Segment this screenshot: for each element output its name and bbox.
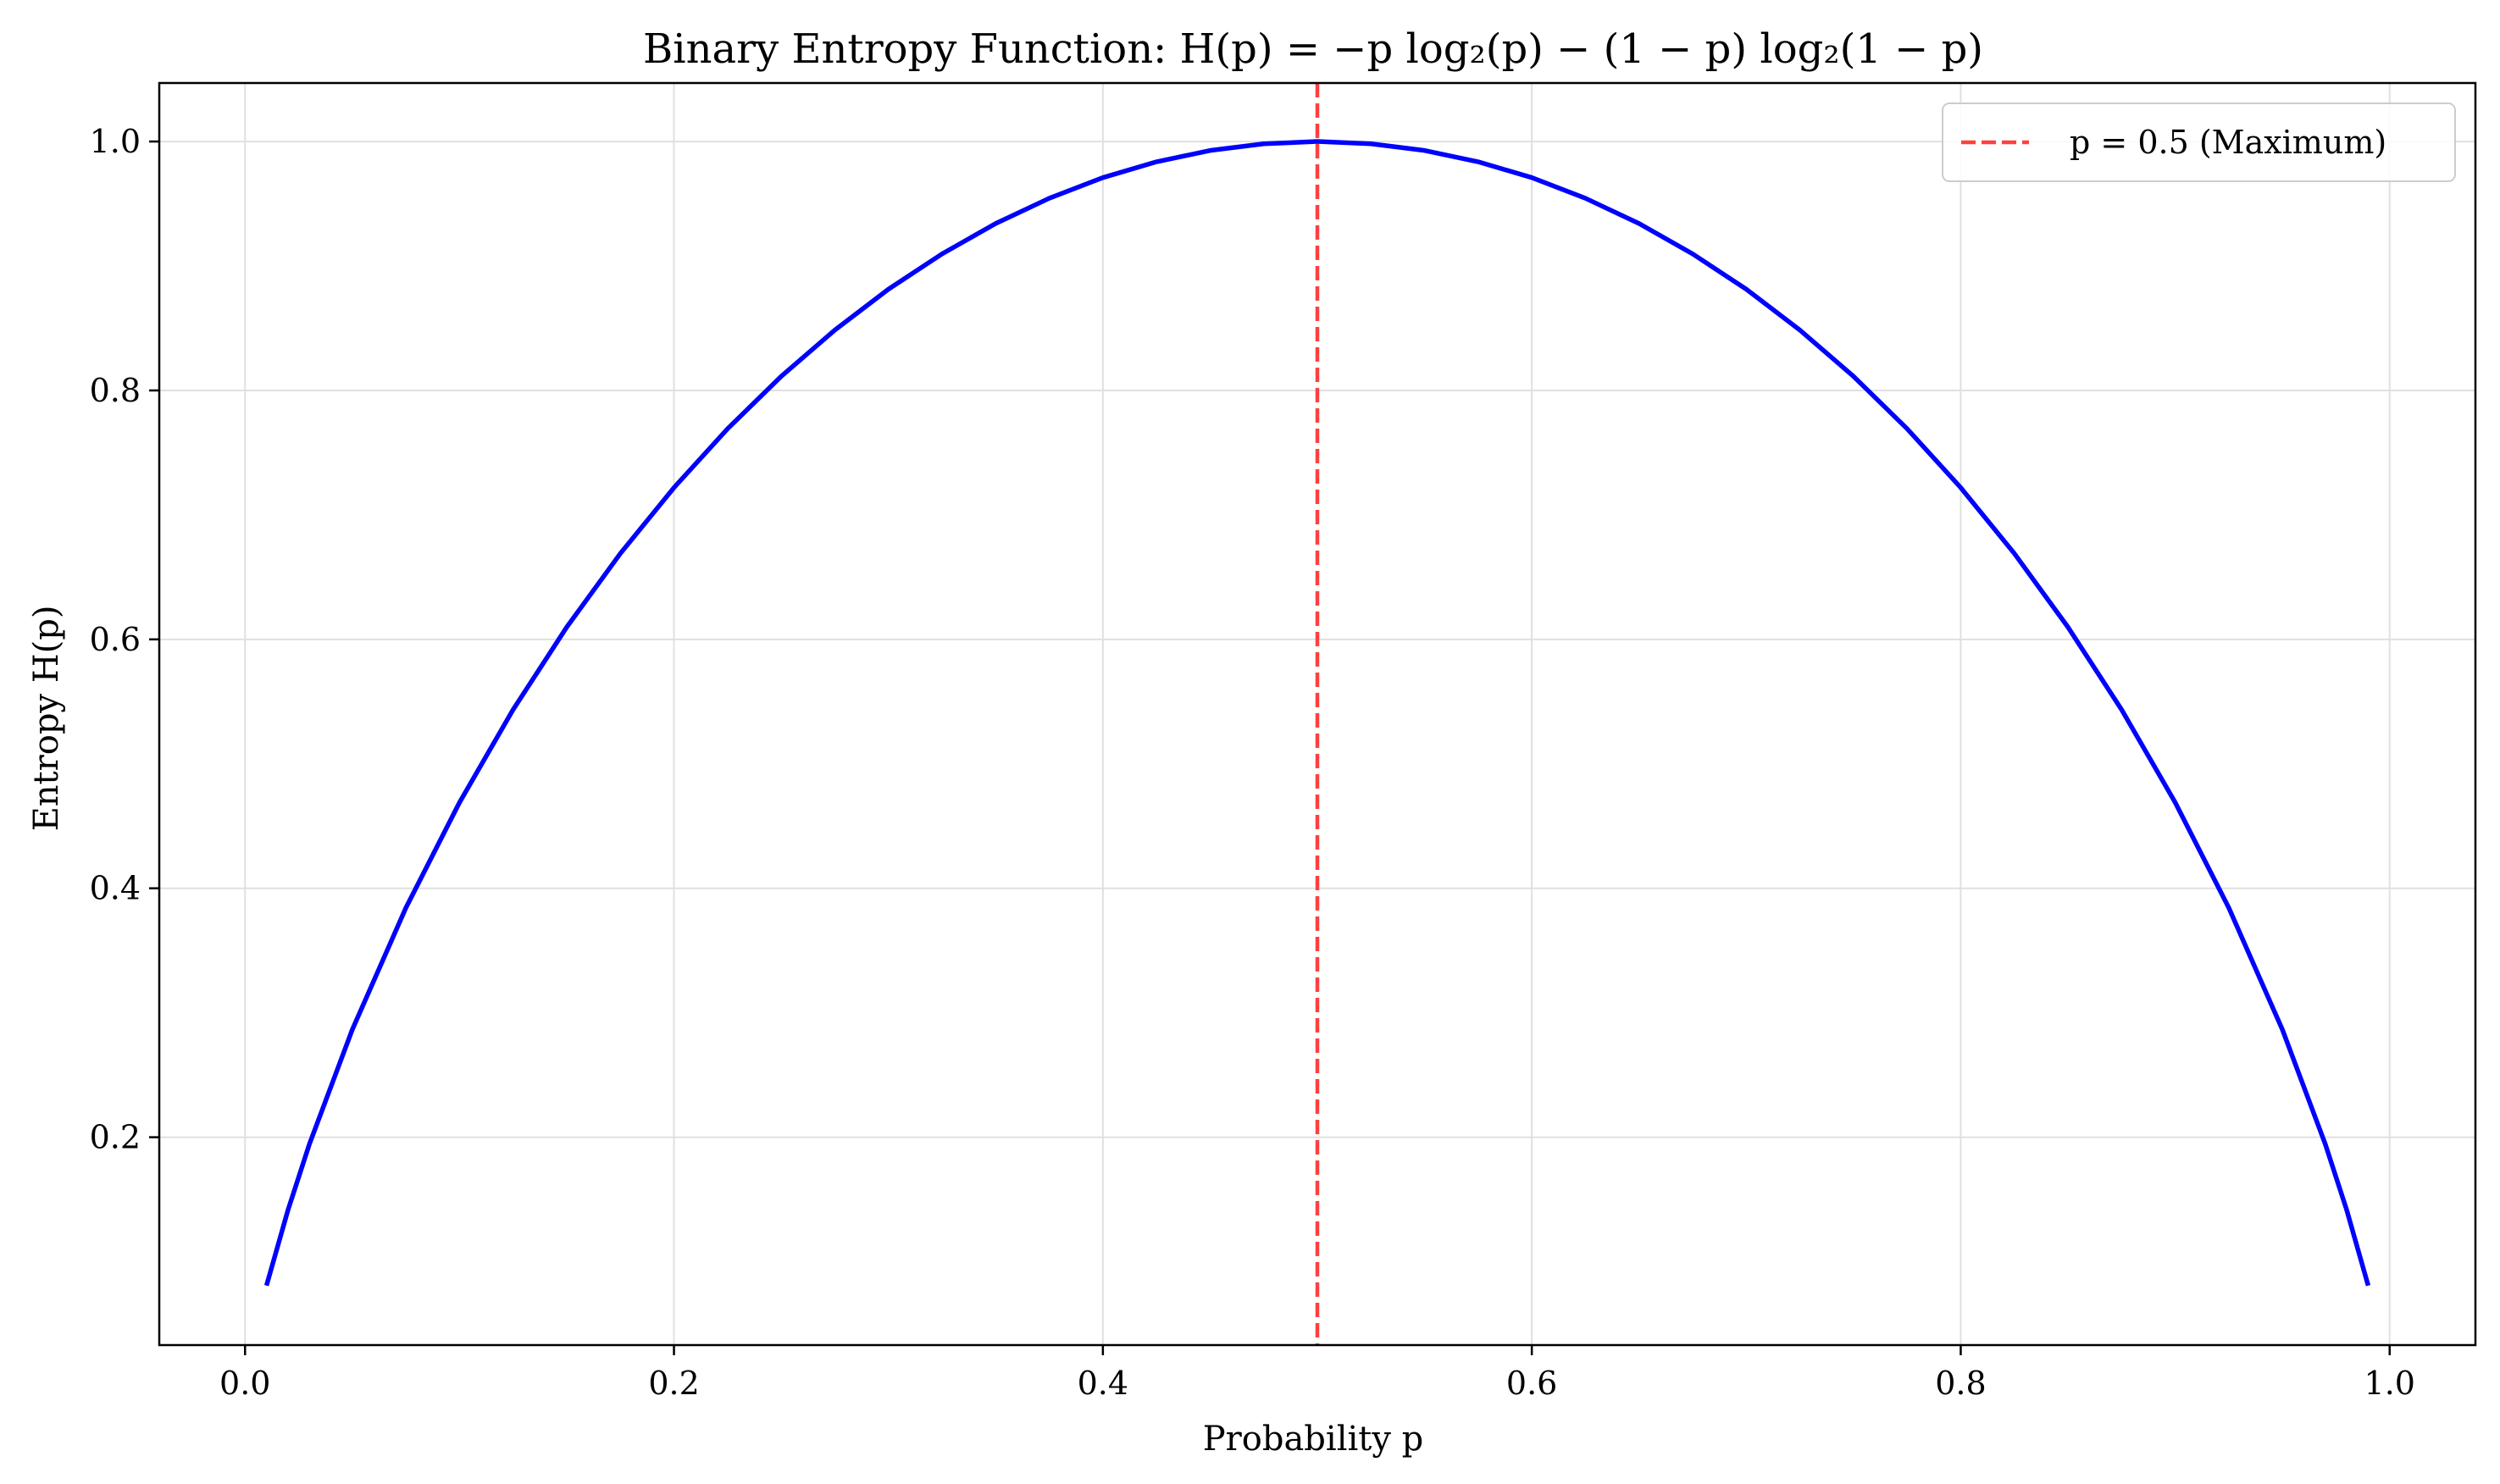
chart-title: Binary Entropy Function: H(p) = −p log₂(… (643, 25, 1983, 73)
y-axis-ticks: 0.2 0.4 0.6 0.8 1.0 (90, 123, 159, 1156)
legend: p = 0.5 (Maximum) (1942, 102, 2456, 182)
x-tick-label: 1.0 (2364, 1365, 2415, 1402)
legend-box (1942, 102, 2456, 182)
x-tick-label: 0.0 (219, 1365, 270, 1402)
x-axis-label: Probability p (1203, 1420, 1424, 1459)
x-tick-label: 0.2 (648, 1365, 699, 1402)
y-tick-label: 0.4 (90, 870, 141, 907)
x-tick-label: 0.4 (1078, 1365, 1128, 1402)
axes-frame (158, 81, 2477, 1347)
series-layer (263, 83, 2371, 1345)
y-tick-label: 0.2 (90, 1119, 141, 1156)
x-axis-ticks: 0.0 0.2 0.4 0.6 0.8 1.0 (219, 1345, 2415, 1402)
legend-label: p = 0.5 (Maximum) (2070, 124, 2386, 161)
y-tick-label: 0.8 (90, 372, 141, 409)
entropy-curve (263, 139, 2371, 1287)
y-axis-label: Entropy H(p) (27, 606, 66, 832)
y-tick-label: 1.0 (90, 123, 141, 160)
x-tick-label: 0.8 (1935, 1365, 1986, 1402)
x-tick-label: 0.6 (1506, 1365, 1557, 1402)
plot-frame (158, 81, 2477, 1347)
y-tick-label: 0.6 (90, 621, 141, 658)
